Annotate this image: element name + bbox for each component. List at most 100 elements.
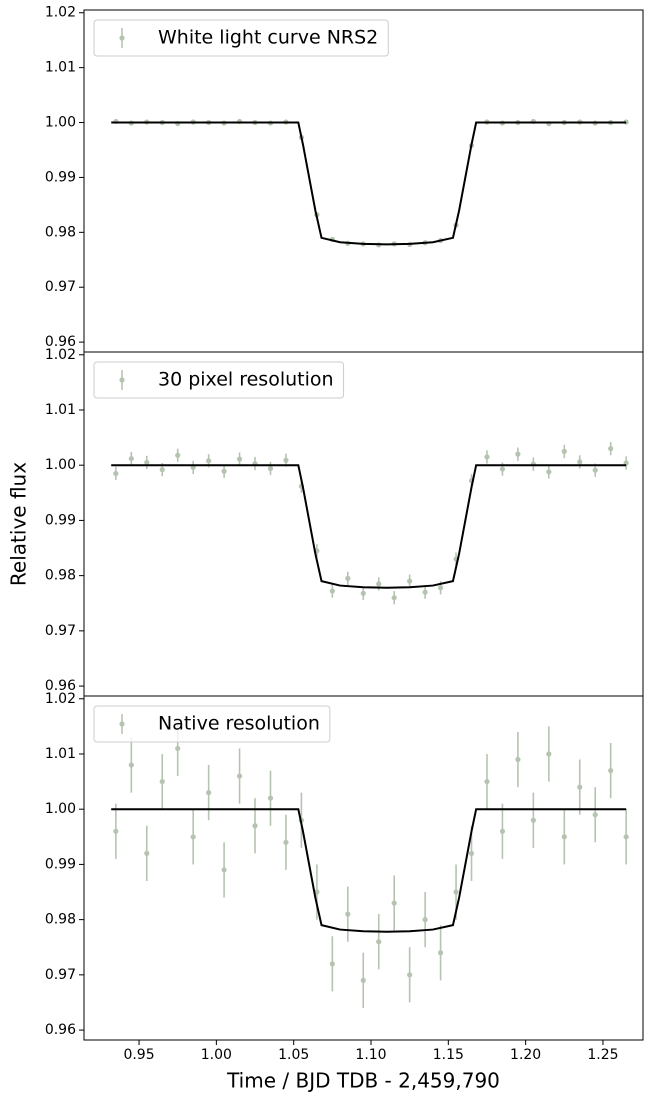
data-point <box>592 467 598 473</box>
data-point <box>206 458 212 464</box>
data-point <box>360 977 366 983</box>
axes-frame <box>83 9 644 353</box>
y-tick-label: 0.98 <box>45 568 76 584</box>
legend-box <box>93 705 331 743</box>
legend-label: Native resolution <box>158 713 320 735</box>
data-point <box>437 585 444 591</box>
data-point <box>499 466 506 472</box>
axes-frame <box>83 351 644 697</box>
data-point <box>577 459 583 465</box>
y-tick-label: 0.99 <box>45 856 76 872</box>
data-point <box>391 900 397 906</box>
data-point <box>515 451 521 457</box>
y-tick-label: 0.97 <box>45 967 76 983</box>
data-point <box>113 470 119 477</box>
data-point <box>499 828 506 834</box>
data-points <box>113 118 629 248</box>
data-point <box>484 454 490 460</box>
data-point <box>113 828 119 834</box>
data-point <box>546 469 552 475</box>
model-line <box>111 808 627 933</box>
y-axis-label: Relative flux <box>7 462 31 586</box>
y-tick-label: 0.96 <box>45 334 76 350</box>
data-point <box>175 745 181 752</box>
data-points <box>113 720 629 1008</box>
data-point <box>267 795 274 801</box>
y-tick-label: 0.96 <box>45 678 76 694</box>
x-axis-label: Time / BJD TDB - 2,459,790 <box>226 1069 500 1093</box>
x-tick-label: 1.20 <box>510 1047 541 1063</box>
data-point <box>329 588 335 594</box>
x-tick-label: 1.15 <box>433 1047 464 1063</box>
data-point <box>422 589 428 595</box>
data-point <box>561 834 567 840</box>
data-point <box>376 581 382 587</box>
data-point <box>623 834 629 840</box>
data-point <box>453 889 459 895</box>
data-point <box>128 762 134 768</box>
data-point <box>407 578 413 584</box>
y-tick-label: 1.02 <box>45 347 76 363</box>
legend: 30 pixel resolution <box>93 361 345 399</box>
legend-marker <box>119 721 125 727</box>
data-point <box>407 972 413 978</box>
data-point <box>592 812 598 818</box>
data-point <box>190 834 196 840</box>
x-tick-label: 0.95 <box>123 1047 154 1063</box>
legend: White light curve NRS2 <box>93 19 389 57</box>
y-tick-label: 1.02 <box>45 5 76 21</box>
legend-marker <box>119 35 125 41</box>
data-point <box>252 823 258 829</box>
x-tick-label: 1.00 <box>201 1047 232 1063</box>
y-tick-label: 1.01 <box>45 746 76 762</box>
legend-label: White light curve NRS2 <box>158 27 378 49</box>
data-point <box>159 778 165 785</box>
data-point <box>577 784 583 790</box>
data-point <box>221 867 227 873</box>
y-tick-label: 0.99 <box>45 169 76 185</box>
axes-frame <box>83 695 644 1041</box>
data-point <box>484 778 490 785</box>
data-point <box>437 950 444 956</box>
data-point <box>546 751 552 757</box>
y-tick-label: 0.96 <box>45 1022 76 1038</box>
data-point <box>530 817 536 823</box>
data-point <box>144 850 150 856</box>
x-tick-label: 1.10 <box>355 1047 386 1063</box>
y-tick-label: 1.01 <box>45 402 76 418</box>
data-point <box>422 917 428 923</box>
data-point <box>175 452 181 458</box>
model-line <box>111 464 627 589</box>
legend: Native resolution <box>93 705 331 743</box>
data-points <box>113 442 629 605</box>
y-tick-label: 1.00 <box>45 457 76 473</box>
data-point <box>376 939 382 945</box>
data-point <box>345 575 351 581</box>
legend-box <box>93 19 389 57</box>
x-tick-label: 1.25 <box>587 1047 618 1063</box>
data-point <box>267 465 274 472</box>
data-point <box>283 839 289 845</box>
y-tick-label: 0.98 <box>45 912 76 928</box>
y-tick-label: 1.01 <box>45 60 76 76</box>
data-point <box>128 455 134 462</box>
legend-box <box>93 361 345 399</box>
data-point <box>314 889 320 895</box>
data-point <box>468 850 475 856</box>
data-point <box>236 773 243 779</box>
data-point <box>608 446 614 452</box>
y-tick-label: 1.00 <box>45 801 76 817</box>
y-tick-label: 0.99 <box>45 512 76 528</box>
data-point <box>144 459 150 466</box>
legend-label: 30 pixel resolution <box>158 369 334 391</box>
y-tick-label: 0.97 <box>45 623 76 639</box>
data-point <box>283 457 289 463</box>
y-tick-label: 0.97 <box>45 279 76 295</box>
x-tick-label: 1.05 <box>278 1047 309 1063</box>
data-point <box>391 595 397 601</box>
data-point <box>236 456 243 462</box>
y-tick-label: 1.00 <box>45 115 76 131</box>
data-point <box>345 911 351 917</box>
data-point <box>608 767 614 774</box>
